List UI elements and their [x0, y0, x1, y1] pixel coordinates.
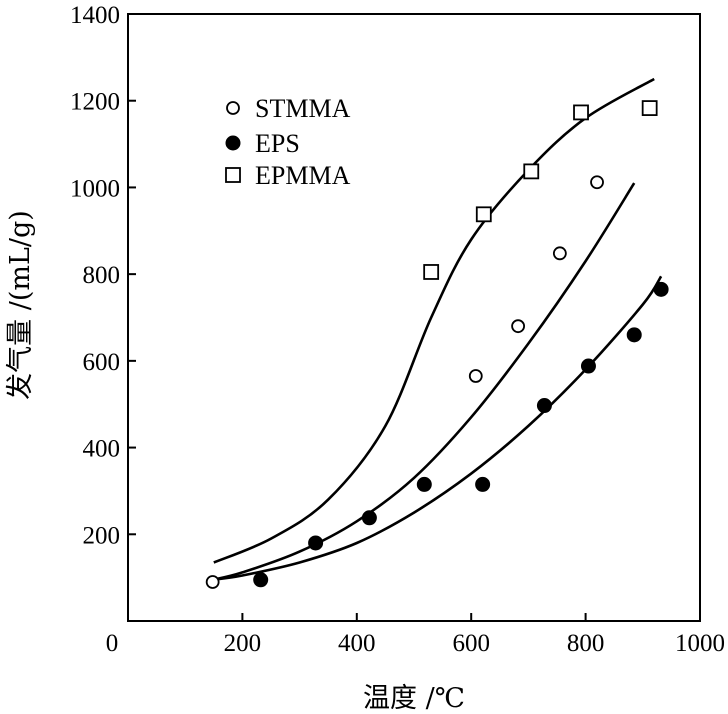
- point-eps: [253, 572, 269, 588]
- point-stmma: [552, 246, 567, 261]
- point-eps: [653, 281, 669, 297]
- point-eps: [308, 535, 324, 551]
- y-tick-label: 600: [83, 349, 121, 376]
- plot-frame: [127, 13, 701, 622]
- point-stmma: [511, 319, 526, 334]
- point-epmma: [573, 104, 589, 121]
- point-epmma: [475, 206, 492, 223]
- x-tick-label: 200: [224, 630, 262, 657]
- x-tick-label: 0: [106, 630, 119, 657]
- point-eps: [475, 476, 491, 492]
- point-epmma: [641, 100, 658, 116]
- y-tick-label: 800: [83, 262, 121, 289]
- y-tick-label: 400: [83, 436, 121, 463]
- legend-marker-epmma: [225, 167, 241, 183]
- y-tick-label: 1200: [70, 89, 120, 116]
- x-tick-label: 800: [567, 630, 605, 657]
- point-stmma: [590, 175, 604, 190]
- point-eps: [626, 327, 642, 343]
- y-tick-label: 200: [83, 522, 121, 549]
- point-stmma: [205, 575, 220, 589]
- fit-curves: [212, 77, 663, 582]
- fit-curve-stmma: [212, 182, 636, 582]
- legend-label-stmma: STMMA: [255, 94, 351, 123]
- point-epmma: [423, 264, 440, 280]
- legend-label-eps: EPS: [255, 129, 300, 158]
- axes: 0 200 400 600 800 1000 200 400 600 800 1000 1200 140…: [70, 2, 725, 657]
- point-eps: [580, 358, 596, 374]
- fit-curve-eps: [212, 275, 663, 582]
- point-epmma: [523, 163, 540, 180]
- x-tick-label: 1000: [675, 630, 725, 657]
- point-eps: [416, 476, 432, 492]
- y-tick-label: 1000: [70, 175, 120, 202]
- x-tick-label: 400: [338, 630, 376, 657]
- y-axis-label: 发气量 /(mL/g): [5, 210, 36, 400]
- point-stmma: [468, 369, 483, 383]
- legend-marker-eps: [225, 135, 241, 151]
- data-points: [205, 100, 669, 589]
- x-axis-label: 温度 /℃: [363, 683, 465, 714]
- x-tick-label: 600: [452, 630, 490, 657]
- fit-curve-epmma: [213, 77, 655, 564]
- legend-marker-stmma: [226, 101, 240, 115]
- legend-label-epmma: EPMMA: [255, 161, 351, 190]
- legend: STMMA EPS EPMMA: [225, 94, 351, 190]
- point-eps: [361, 510, 377, 526]
- point-eps: [536, 398, 552, 414]
- y-tick-label: 1400: [70, 2, 120, 29]
